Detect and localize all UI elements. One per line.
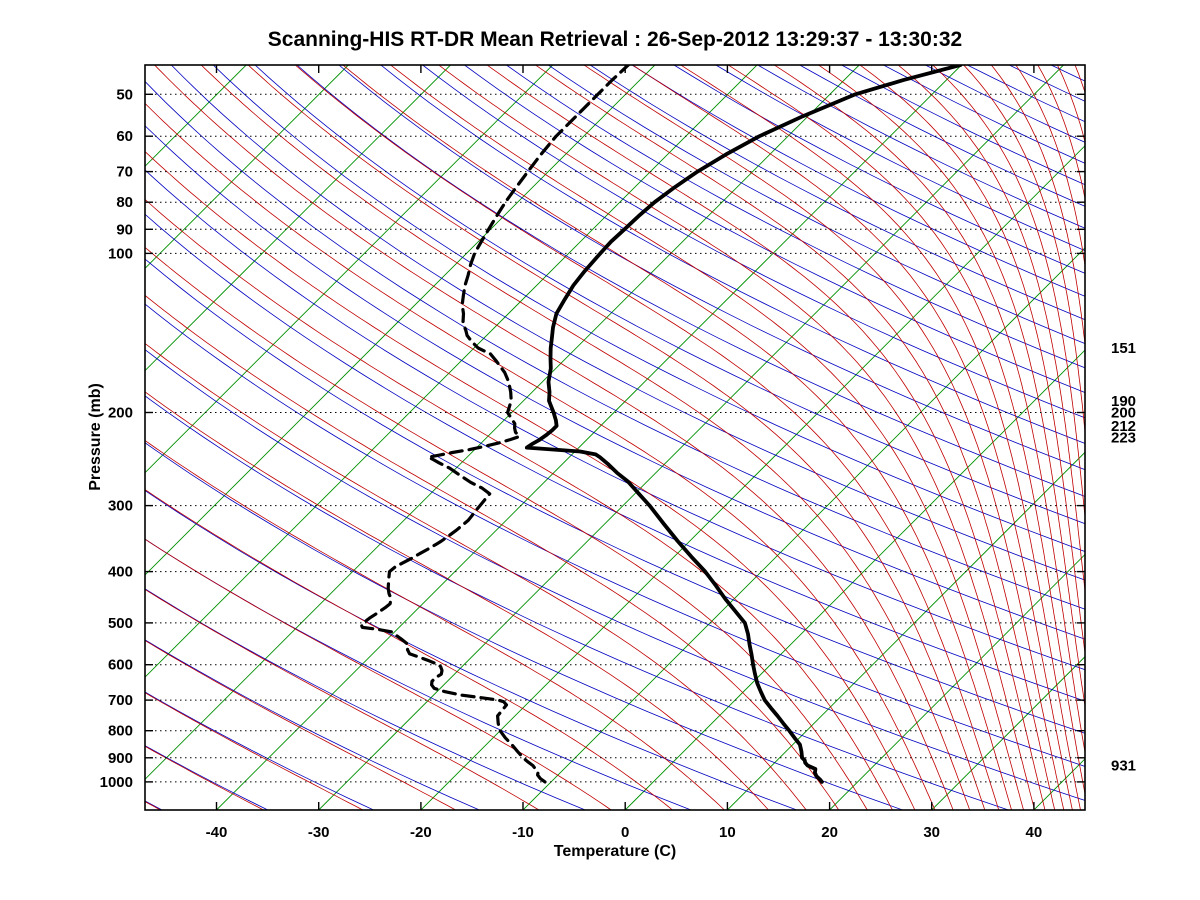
y-tick-label: 700 (108, 692, 133, 709)
x-tick-label: -30 (308, 824, 330, 841)
y-tick-label: 70 (116, 164, 133, 181)
y-tick-label: 800 (108, 723, 133, 740)
y-tick-label: 400 (108, 564, 133, 581)
x-tick-label: -20 (410, 824, 432, 841)
right-pressure-label: 151 (1111, 340, 1136, 357)
isotherm-lines (145, 65, 1085, 810)
y-tick-label: 50 (116, 86, 133, 103)
dry-adiabat-lines (145, 65, 1085, 810)
right-pressure-label: 190 (1111, 393, 1136, 410)
y-tick-label: 600 (108, 657, 133, 674)
x-axis-title: Temperature (C) (553, 843, 677, 860)
y-tick-label: 500 (108, 615, 133, 632)
right-pressure-label: 200 (1111, 405, 1136, 422)
y-tick-label: 1000 (100, 774, 133, 791)
y-tick-label: 900 (108, 750, 133, 767)
temperature-profile-line (524, 65, 963, 784)
axis-ticks (145, 65, 1085, 810)
right-pressure-label: 223 (1111, 430, 1136, 447)
y-tick-label: 200 (108, 405, 133, 422)
plot-frame (144, 64, 1086, 811)
x-tick-label: 10 (719, 824, 736, 841)
x-tick-label: 20 (821, 824, 838, 841)
tick-labels: -40 -30 -20 -10 0 10 20 30 40 50 60 70 80 90 100 200 300… (100, 86, 1136, 841)
y-tick-label: 90 (116, 221, 133, 238)
dewpoint-profile-line (359, 65, 630, 784)
right-pressure-label: 212 (1111, 418, 1136, 435)
y-tick-label: 300 (108, 498, 133, 515)
profile-lines (359, 65, 963, 784)
pressure-gridlines (145, 93, 1085, 783)
x-tick-label: 0 (621, 824, 629, 841)
x-tick-label: -40 (206, 824, 228, 841)
x-tick-label: 30 (923, 824, 940, 841)
right-pressure-label: 931 (1111, 758, 1136, 775)
x-tick-label: 40 (1026, 824, 1043, 841)
chart-title: Scanning-HIS RT-DR Mean Retrieval : 26-S… (267, 28, 963, 51)
moist-adiabat-lines (145, 65, 1085, 810)
x-tick-label: -10 (512, 824, 534, 841)
y-tick-label: 100 (108, 245, 133, 262)
y-tick-label: 80 (116, 194, 133, 211)
background-lines (145, 65, 1085, 810)
y-tick-label: 60 (116, 128, 133, 145)
